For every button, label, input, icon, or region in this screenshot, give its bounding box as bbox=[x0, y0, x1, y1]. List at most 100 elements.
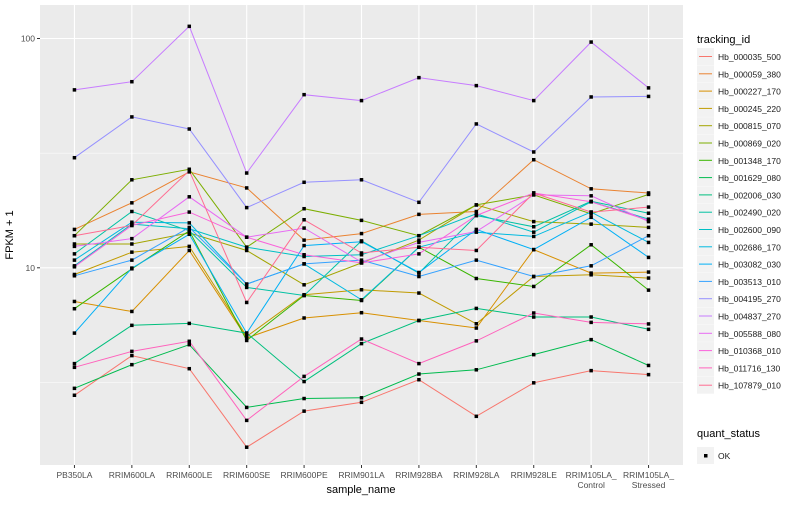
data-point-Hb_005588_080-RRIM928BA bbox=[417, 240, 421, 245]
data-point-Hb_107879_010-RRIM928LE bbox=[531, 191, 536, 195]
data-point-Hb_004195_270-PB350LA bbox=[72, 155, 77, 160]
data-point-Hb_000035_500-RRIM600PE bbox=[302, 409, 306, 413]
data-point-Hb_003082_030-RRIM901LA bbox=[359, 239, 364, 244]
data-point-Hb_011716_130-RRIM928LE bbox=[531, 311, 536, 315]
data-point-Hb_002006_030-RRIM600LA bbox=[130, 323, 134, 328]
x-tick-label: PB350LA bbox=[56, 470, 92, 480]
data-point-Hb_000035_500-RRIM105LA_Control bbox=[589, 368, 593, 373]
data-point-Hb_002686_170-RRIM600LA bbox=[130, 220, 134, 224]
data-point-Hb_002686_170-RRIM901LA bbox=[359, 298, 364, 302]
data-point-Hb_003082_030-RRIM105LA_Stressed bbox=[646, 255, 651, 260]
y-axis-label: FPKM + 1 bbox=[4, 210, 16, 259]
data-point-Hb_011716_130-RRIM600SE bbox=[244, 418, 249, 423]
data-point-Hb_000815_070-RRIM105LA_Control bbox=[589, 222, 593, 226]
data-point-Hb_001629_080-RRIM600PE bbox=[302, 396, 306, 401]
data-point-Hb_004195_270-RRIM928BA bbox=[417, 200, 421, 205]
data-point-Hb_001348_170-RRIM600SE bbox=[244, 338, 249, 343]
data-point-Hb_001348_170-RRIM928LE bbox=[531, 284, 536, 289]
x-axis-label: sample_name bbox=[326, 484, 395, 496]
data-point-Hb_107879_010-RRIM600LA bbox=[130, 223, 134, 228]
data-point-Hb_000869_020-RRIM901LA bbox=[359, 218, 364, 223]
data-point-Hb_107879_010-RRIM928LA bbox=[474, 248, 479, 253]
legend-label: Hb_011716_130 bbox=[718, 363, 781, 373]
data-point-Hb_002006_030-RRIM928BA bbox=[417, 318, 421, 323]
data-point-Hb_004837_270-RRIM928BA bbox=[417, 75, 421, 80]
legend-label: Hb_000059_380 bbox=[718, 69, 781, 79]
data-point-Hb_003082_030-RRIM600PE bbox=[302, 243, 306, 248]
x-tick-label: RRIM928BA bbox=[395, 470, 443, 480]
y-axis: 10 100 bbox=[21, 34, 40, 273]
data-point-Hb_002006_030-RRIM105LA_Stressed bbox=[646, 327, 651, 332]
data-point-Hb_011716_130-RRIM600LE bbox=[187, 339, 192, 344]
data-point-Hb_001629_080-RRIM928BA bbox=[417, 372, 421, 376]
data-point-Hb_002006_030-RRIM600LE bbox=[187, 321, 192, 326]
data-point-Hb_003513_010-RRIM600LE bbox=[187, 225, 192, 230]
data-point-Hb_000035_500-RRIM901LA bbox=[359, 400, 364, 405]
data-point-Hb_001348_170-PB350LA bbox=[72, 306, 77, 311]
data-point-Hb_004837_270-RRIM600LA bbox=[130, 79, 134, 84]
data-point-Hb_004837_270-RRIM600PE bbox=[302, 92, 306, 97]
data-point-Hb_002006_030-RRIM105LA_Control bbox=[589, 315, 593, 319]
data-point-Hb_000035_500-RRIM600LA bbox=[130, 353, 134, 358]
data-point-Hb_003082_030-RRIM600LA bbox=[130, 266, 134, 270]
data-point-Hb_011716_130-RRIM901LA bbox=[359, 337, 364, 341]
data-point-Hb_002006_030-PB350LA bbox=[72, 361, 77, 366]
data-point-Hb_011716_130-RRIM105LA_Stressed bbox=[646, 322, 651, 326]
data-point-Hb_002600_090-RRIM928LA bbox=[474, 212, 479, 216]
data-point-Hb_002490_020-RRIM928LE bbox=[531, 225, 536, 229]
data-point-Hb_001629_080-RRIM105LA_Stressed bbox=[646, 363, 651, 368]
data-point-Hb_000227_170-RRIM901LA bbox=[359, 310, 364, 315]
data-point-Hb_000059_380-RRIM600PE bbox=[302, 238, 306, 242]
data-point-Hb_000035_500-RRIM105LA_Stressed bbox=[646, 372, 651, 377]
data-point-Hb_003082_030-RRIM928LE bbox=[531, 247, 536, 252]
data-point-Hb_004195_270-RRIM901LA bbox=[359, 178, 364, 182]
data-point-Hb_004195_270-RRIM105LA_Stressed bbox=[646, 94, 651, 99]
data-point-Hb_001629_080-RRIM600LE bbox=[187, 342, 192, 347]
data-point-Hb_003082_030-RRIM928LA bbox=[474, 227, 479, 232]
data-point-Hb_004837_270-RRIM928LE bbox=[531, 98, 536, 103]
data-point-Hb_001629_080-RRIM600SE bbox=[244, 405, 249, 410]
data-point-Hb_002006_030-RRIM600PE bbox=[302, 379, 306, 384]
data-point-Hb_004195_270-RRIM600LE bbox=[187, 127, 192, 131]
data-point-Hb_002600_090-RRIM600PE bbox=[302, 254, 306, 259]
data-point-Hb_010368_010-RRIM105LA_Stressed bbox=[646, 218, 651, 223]
data-point-Hb_000059_380-RRIM928LA bbox=[474, 209, 479, 214]
data-point-Hb_005588_080-RRIM600PE bbox=[302, 226, 306, 230]
data-point-Hb_000245_220-RRIM105LA_Control bbox=[589, 273, 593, 277]
legend-label: Hb_000245_220 bbox=[718, 104, 781, 114]
data-point-Hb_004837_270-RRIM600LE bbox=[187, 24, 192, 29]
legend-label: Hb_107879_010 bbox=[718, 381, 781, 391]
data-point-Hb_003513_010-RRIM600LA bbox=[130, 258, 134, 262]
data-point-Hb_003513_010-RRIM928LE bbox=[531, 274, 536, 279]
data-point-Hb_004837_270-RRIM600SE bbox=[244, 171, 249, 175]
data-point-Hb_004195_270-RRIM600LA bbox=[130, 115, 134, 119]
data-point-Hb_000059_380-RRIM928LE bbox=[531, 157, 536, 162]
data-point-Hb_107879_010-RRIM105LA_Stressed bbox=[646, 205, 651, 209]
legend-label: Hb_000869_020 bbox=[718, 139, 781, 149]
data-point-Hb_004837_270-RRIM105LA_Stressed bbox=[646, 86, 651, 90]
data-point-Hb_000227_170-RRIM600LA bbox=[130, 309, 134, 314]
legend-label: Hb_005588_080 bbox=[718, 329, 781, 339]
data-point-Hb_000035_500-RRIM600LE bbox=[187, 366, 192, 371]
data-point-Hb_010368_010-PB350LA bbox=[72, 265, 77, 269]
x-tick-label: RRIM928LA bbox=[453, 470, 500, 480]
x-tick-label: RRIM901LA bbox=[338, 470, 385, 480]
data-point-Hb_002006_030-RRIM928LE bbox=[531, 315, 536, 319]
data-point-Hb_000227_170-RRIM105LA_Stressed bbox=[646, 270, 651, 274]
data-point-Hb_003082_030-RRIM600SE bbox=[244, 331, 249, 335]
data-point-Hb_004195_270-RRIM600PE bbox=[302, 180, 306, 185]
legend-label: Hb_002600_090 bbox=[718, 225, 781, 235]
data-point-Hb_002686_170-RRIM928LE bbox=[531, 234, 536, 239]
data-point-Hb_001348_170-RRIM105LA_Stressed bbox=[646, 288, 651, 292]
y-tick-label: 100 bbox=[21, 34, 35, 44]
data-point-Hb_000035_500-RRIM928LA bbox=[474, 414, 479, 419]
x-tick-label: RRIM105LA_ Stressed bbox=[623, 470, 674, 490]
data-point-Hb_000227_170-RRIM600LE bbox=[187, 248, 192, 253]
data-point-Hb_002490_020-RRIM600LE bbox=[187, 229, 192, 233]
legend-label: Hb_001348_170 bbox=[718, 156, 781, 166]
data-point-Hb_000059_380-PB350LA bbox=[72, 227, 77, 232]
data-point-Hb_002686_170-RRIM105LA_Stressed bbox=[646, 240, 651, 245]
data-point-Hb_000815_070-RRIM928BA bbox=[417, 238, 421, 242]
data-point-Hb_107879_010-RRIM901LA bbox=[359, 251, 364, 255]
data-point-Hb_011716_130-RRIM600LA bbox=[130, 349, 134, 354]
